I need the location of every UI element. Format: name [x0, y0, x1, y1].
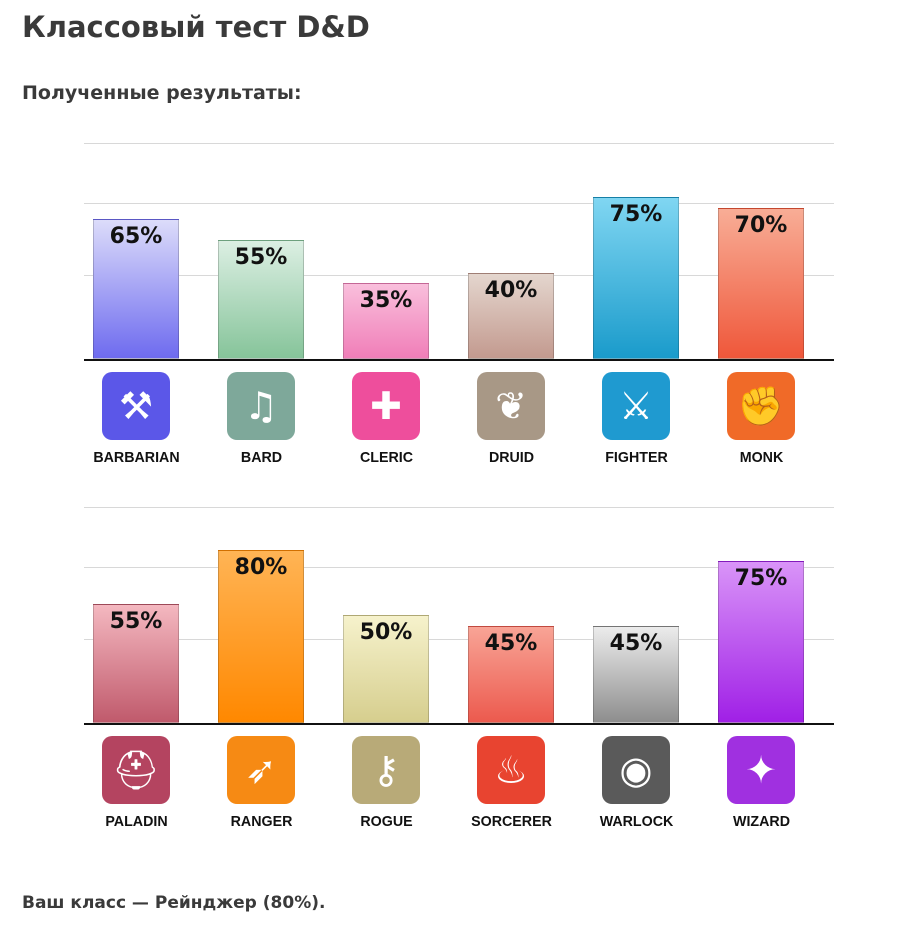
data-label: 75%	[609, 202, 663, 227]
bar-ranger	[218, 550, 304, 723]
results-chart-2: 55% ⛑ PALADIN 80% ➶ RANGER 50% ⚷ ROGUE 45% ♨ SORCER…	[84, 507, 834, 847]
holy-symbol-icon: ✚	[352, 372, 420, 440]
gridline	[84, 639, 834, 640]
gridline	[84, 143, 834, 144]
data-label: 55%	[234, 245, 288, 271]
lyre-icon: ♫	[227, 372, 295, 440]
bar-barbarian	[93, 218, 179, 359]
bar-cleric	[343, 283, 429, 359]
gridline	[84, 567, 834, 568]
data-label: 70%	[734, 212, 788, 238]
page-title: Классовый тест D&D	[22, 10, 370, 44]
paw-icon: ❦	[477, 372, 545, 440]
data-label: 35%	[359, 288, 413, 314]
category-label: SORCERER	[471, 813, 552, 830]
category-label: MONK	[739, 449, 784, 466]
crossed-swords-shield-icon: ⚔	[602, 372, 670, 440]
flame-icon: ♨	[477, 736, 545, 804]
data-label: 50%	[359, 620, 413, 645]
bar-rogue	[343, 615, 429, 723]
gridline	[84, 203, 834, 204]
gridline	[84, 507, 834, 508]
category-label: WARLOCK	[599, 813, 674, 830]
eye-icon: ◉	[602, 736, 670, 804]
category-label: WIZARD	[733, 813, 790, 830]
bar-bard	[218, 240, 304, 359]
category-label: ROGUE	[360, 813, 413, 830]
double-axe-icon: ⚒	[102, 372, 170, 440]
data-label: 40%	[484, 277, 538, 303]
bar-wizard	[718, 561, 804, 723]
spellbook-icon: ✦	[727, 736, 795, 804]
result-text: Ваш класс — Рейнджер (80%).	[22, 893, 326, 913]
category-label: FIGHTER	[605, 449, 668, 466]
data-label: 55%	[109, 609, 163, 635]
category-label: CLERIC	[359, 449, 414, 466]
results-chart-1: 65% ⚒ BARBARIAN 55% ♫ BARD 35% ✚ CLERIC 40% ❦ DRUID…	[84, 143, 834, 483]
data-label: 80%	[234, 555, 288, 581]
bar-monk	[718, 207, 804, 359]
data-label: 65%	[109, 223, 163, 249]
bar-fighter	[593, 197, 679, 359]
category-label: BARD	[240, 449, 283, 466]
category-label: DRUID	[488, 449, 535, 466]
helmet-icon: ⛑	[102, 736, 170, 804]
bow-arrow-icon: ➶	[227, 736, 295, 804]
data-label: 75%	[734, 566, 788, 591]
category-label: RANGER	[230, 813, 293, 830]
bar-paladin	[93, 604, 179, 723]
category-label: PALADIN	[105, 813, 168, 830]
data-label: 45%	[484, 630, 538, 656]
fist-icon: ✊	[727, 372, 795, 440]
key-dagger-icon: ⚷	[352, 736, 420, 804]
bar-sorcerer	[468, 625, 554, 723]
x-axis-baseline	[84, 359, 834, 361]
x-axis-baseline	[84, 723, 834, 725]
data-label: 45%	[609, 630, 663, 656]
category-label: BARBARIAN	[93, 449, 180, 466]
gridline	[84, 275, 834, 276]
bar-druid	[468, 272, 554, 359]
results-heading: Полученные результаты:	[22, 82, 302, 104]
bar-warlock	[593, 625, 679, 723]
